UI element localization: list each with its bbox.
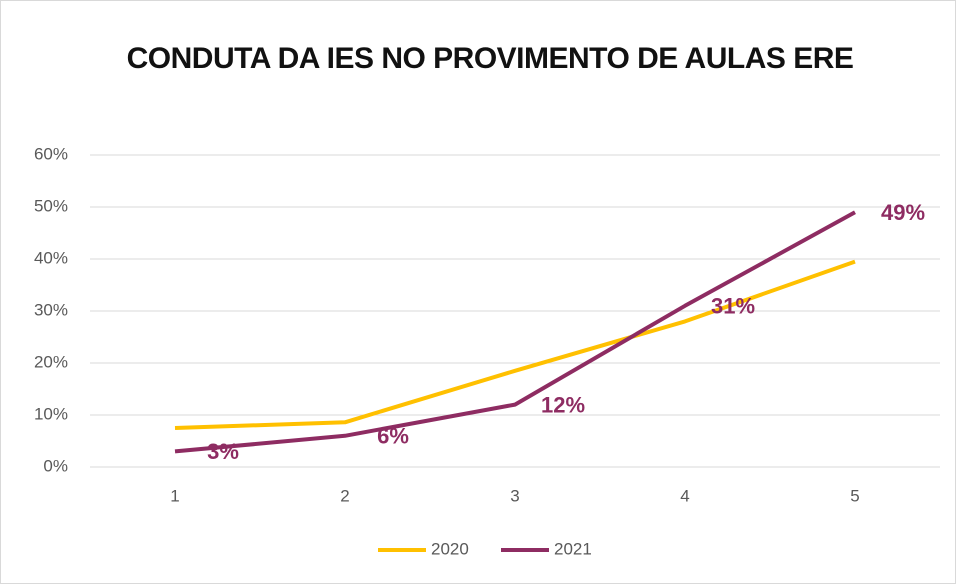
series-line (174, 259, 856, 430)
data-label: 31% (711, 294, 755, 319)
y-tick-label: 60% (34, 144, 68, 163)
x-tick-label: 1 (170, 486, 179, 505)
legend-label: 2021 (554, 539, 592, 558)
y-tick-label: 40% (34, 248, 68, 267)
data-label: 3% (207, 439, 239, 464)
y-tick-label: 30% (34, 300, 68, 319)
x-tick-label: 5 (850, 486, 859, 505)
data-label: 6% (377, 424, 409, 449)
data-label: 12% (541, 392, 585, 417)
series-line (174, 210, 856, 454)
y-tick-label: 10% (34, 404, 68, 423)
chart-title: CONDUTA DA IES NO PROVIMENTO DE AULAS ER… (126, 42, 854, 75)
x-tick-label: 3 (510, 486, 519, 505)
legend-label: 2020 (431, 539, 469, 558)
data-label: 49% (881, 200, 925, 225)
y-tick-label: 20% (34, 352, 68, 371)
x-tick-label: 2 (340, 486, 349, 505)
y-tick-label: 0% (43, 456, 68, 475)
x-tick-label: 4 (680, 486, 689, 505)
y-tick-label: 50% (34, 196, 68, 215)
